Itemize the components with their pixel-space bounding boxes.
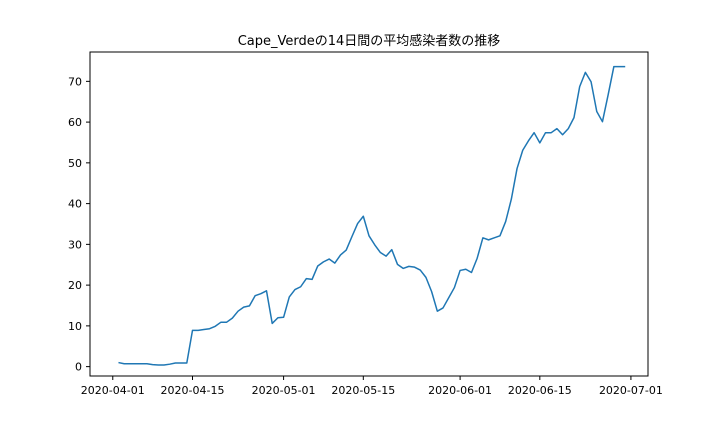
y-tick-label: 60: [68, 116, 82, 129]
x-tick-label: 2020-06-15: [508, 384, 572, 397]
x-tick-label: 2020-04-01: [81, 384, 145, 397]
y-tick-label: 50: [68, 157, 82, 170]
plot-area: [89, 51, 649, 377]
x-tick-label: 2020-06-01: [428, 384, 492, 397]
y-tick-label: 40: [68, 198, 82, 211]
series-line: [118, 65, 626, 366]
y-tick-label: 30: [68, 238, 82, 251]
x-tick-label: 2020-05-15: [331, 384, 395, 397]
chart-title: Cape_Verdeの14日間の平均感染者数の推移: [238, 33, 501, 49]
y-tick-label: 0: [75, 361, 82, 374]
y-tick-label: 70: [68, 75, 82, 88]
x-axis: 2020-04-01 2020-04-15 2020-05-01 2020-05-15…: [81, 376, 663, 397]
y-tick-label: 20: [68, 279, 82, 292]
y-tick-label: 10: [68, 320, 82, 333]
x-tick-label: 2020-05-01: [252, 384, 316, 397]
x-tick-label: 2020-07-01: [599, 384, 663, 397]
y-axis: 0 10 20 30 40 50 60 70: [68, 75, 90, 374]
x-tick-label: 2020-04-15: [161, 384, 225, 397]
